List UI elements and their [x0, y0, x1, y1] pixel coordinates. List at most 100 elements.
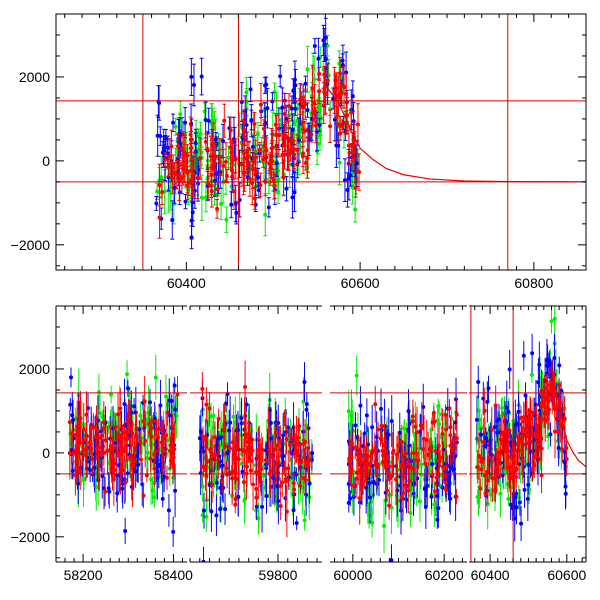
data-point [307, 463, 312, 504]
data-point [203, 101, 208, 139]
data-point [280, 467, 285, 497]
marker [97, 435, 102, 440]
data-point [216, 408, 221, 429]
data-point [198, 137, 203, 180]
data-point [132, 398, 137, 415]
data-point [128, 407, 133, 449]
marker [133, 469, 138, 474]
data-point [287, 427, 292, 462]
marker [201, 559, 206, 562]
marker [120, 446, 125, 451]
marker [348, 173, 353, 178]
marker [266, 205, 271, 210]
marker [96, 390, 101, 395]
data-point [278, 491, 283, 521]
marker [86, 406, 91, 411]
marker [293, 106, 298, 111]
data-point [229, 191, 234, 219]
data-point [417, 480, 422, 523]
marker [173, 488, 178, 493]
data-point [291, 495, 296, 526]
marker [170, 218, 175, 223]
marker [282, 416, 287, 421]
marker [284, 186, 289, 191]
marker [169, 144, 174, 149]
data-point [164, 411, 169, 459]
data-point [204, 433, 209, 461]
data-point [97, 392, 102, 434]
marker [270, 145, 275, 150]
marker [292, 121, 297, 126]
data-point [266, 415, 271, 445]
marker [142, 399, 147, 404]
data-point [117, 427, 122, 443]
marker [276, 421, 281, 426]
data-point [231, 437, 236, 462]
data-point [200, 371, 205, 406]
data-point [68, 397, 73, 412]
data-point [69, 367, 74, 388]
data-point [222, 103, 227, 138]
marker [291, 147, 296, 152]
marker [279, 117, 284, 122]
marker [213, 154, 218, 159]
marker [176, 144, 181, 149]
marker [170, 424, 175, 429]
marker [116, 412, 121, 417]
marker [145, 450, 150, 455]
marker [189, 145, 194, 150]
data-point [115, 474, 120, 513]
marker [278, 503, 283, 508]
data-point [264, 76, 269, 93]
data-point [254, 448, 259, 496]
data-point [284, 424, 289, 454]
marker [256, 188, 261, 193]
marker [262, 122, 267, 127]
marker [84, 412, 89, 417]
data-point [256, 167, 261, 188]
data-point [267, 427, 272, 473]
marker [148, 456, 153, 461]
marker [173, 124, 178, 129]
data-point [340, 119, 345, 134]
data-point [256, 427, 261, 473]
data-point [208, 439, 213, 461]
marker [172, 447, 177, 452]
marker [253, 155, 258, 160]
marker [81, 427, 86, 432]
marker [93, 435, 98, 440]
marker [185, 183, 190, 188]
marker [417, 499, 422, 504]
marker [145, 456, 150, 461]
marker [258, 461, 263, 466]
data-point [278, 425, 283, 458]
data-point [309, 126, 314, 143]
marker [210, 482, 215, 487]
marker [78, 469, 83, 474]
series-2 [199, 360, 312, 538]
marker [256, 448, 261, 453]
marker [256, 516, 261, 521]
marker [171, 120, 176, 125]
marker [302, 518, 307, 523]
data-point [294, 515, 299, 531]
marker [302, 129, 307, 134]
data-point [272, 425, 277, 474]
marker [183, 120, 188, 125]
marker [272, 447, 277, 452]
marker [218, 507, 223, 512]
data-point [199, 57, 204, 96]
data-point [175, 376, 180, 413]
marker [77, 424, 82, 429]
marker [261, 157, 266, 162]
marker [258, 182, 263, 187]
marker [138, 413, 143, 418]
data-point [305, 45, 310, 93]
data-point [203, 449, 208, 491]
marker [171, 529, 176, 534]
marker [141, 493, 146, 498]
data-point [292, 172, 297, 213]
model-curve [324, 84, 586, 183]
data-point [211, 406, 216, 426]
data-point [172, 422, 177, 476]
